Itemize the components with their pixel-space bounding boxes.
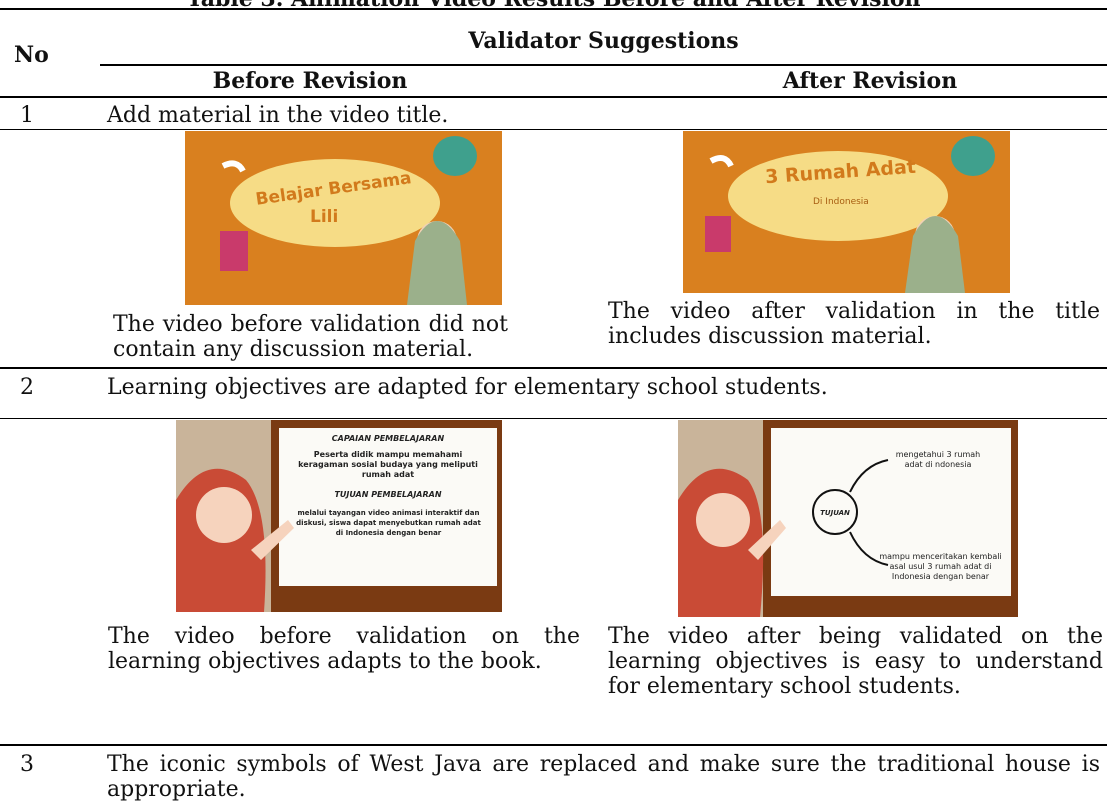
row-no: 1 (20, 103, 34, 128)
row-no: 2 (20, 375, 34, 400)
row-suggestion: Add material in the video title. (107, 103, 449, 128)
image-text: Peserta didik mampu memahami keragaman s… (298, 450, 478, 479)
header-no: No (14, 42, 49, 68)
rule (0, 96, 1107, 98)
table-title: Table 3. Animation Video Results Before … (0, 0, 1107, 12)
caption: The video after being validated on the l… (608, 624, 1103, 699)
video-screenshot: Belajar Bersama Lili (185, 131, 502, 305)
rule (0, 744, 1107, 746)
image-text: mampu menceritakan kembali asal usul 3 r… (879, 552, 1002, 581)
video-screenshot: CAPAIAN PEMBELAJARAN Peserta didik mampu… (176, 420, 502, 612)
illustration (176, 420, 502, 612)
illustration (220, 136, 477, 305)
rule (0, 8, 1107, 10)
rule (0, 367, 1107, 369)
header-after: After Revision (782, 68, 958, 94)
rule (0, 418, 1107, 419)
image-text: Lili (310, 207, 339, 227)
header-before: Before Revision (212, 68, 408, 94)
illustration (705, 136, 995, 293)
caption: The video after validation in the title … (608, 299, 1100, 349)
illustration (678, 420, 1018, 617)
image-text: mengetahui 3 rumah adat di ndonesia (895, 450, 981, 469)
row-no: 3 (20, 752, 34, 777)
image-text: melalui tayangan video animasi interakti… (296, 509, 481, 537)
caption: The video before validation on the learn… (108, 624, 580, 674)
image-text: Di Indonesia (813, 197, 869, 207)
caption: The video before validation did not cont… (113, 312, 508, 362)
row-suggestion: Learning objectives are adapted for elem… (107, 375, 828, 400)
image-text: CAPAIAN PEMBELAJARAN (331, 434, 445, 443)
header-validator: Validator Suggestions (468, 28, 739, 54)
image-text: TUJUAN PEMBELAJARAN (334, 490, 442, 499)
rule (100, 64, 1107, 66)
rule (0, 129, 1107, 130)
video-screenshot: 3 Rumah Adat Di Indonesia (683, 131, 1010, 293)
image-text: TUJUAN (820, 509, 850, 517)
row-suggestion: The iconic symbols of West Java are repl… (107, 752, 1100, 802)
video-screenshot: TUJUAN mengetahui 3 rumah adat di ndones… (678, 420, 1018, 617)
